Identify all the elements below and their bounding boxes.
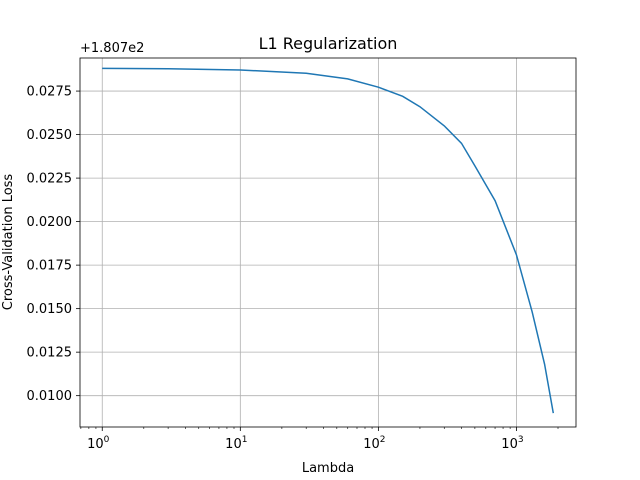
chart-title: L1 Regularization (259, 34, 398, 53)
y-tick-label: 0.0200 (27, 215, 73, 230)
x-axis-label: Lambda (302, 461, 354, 476)
y-offset-label: +1.807e2 (80, 41, 144, 56)
y-tick-label: 0.0250 (27, 128, 73, 143)
y-tick-label: 0.0150 (27, 302, 73, 317)
y-tick-label: 0.0225 (27, 172, 73, 187)
y-tick-label: 0.0125 (27, 346, 73, 361)
y-axis-label: Cross-Validation Loss (1, 174, 16, 311)
plot-area-frame (79, 57, 577, 428)
series-line (102, 67, 555, 414)
y-tick-label: 0.0175 (27, 259, 73, 274)
y-tick-label: 0.0275 (27, 85, 73, 100)
grid (80, 58, 576, 427)
y-tick-label: 0.0100 (27, 389, 73, 404)
